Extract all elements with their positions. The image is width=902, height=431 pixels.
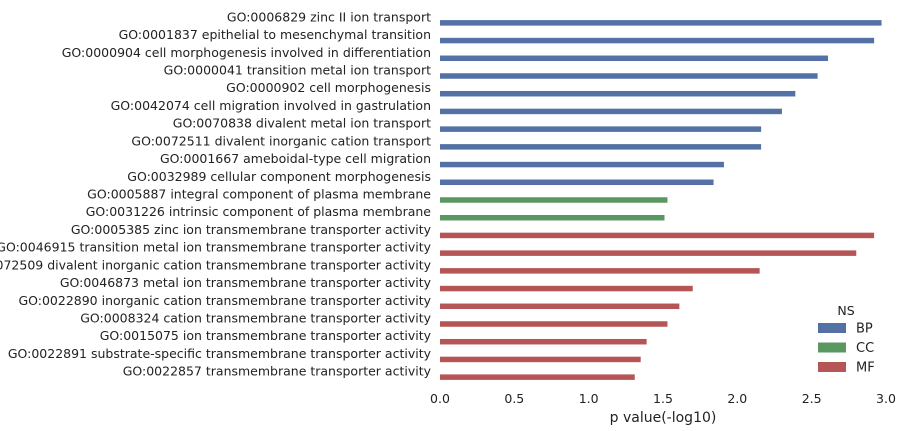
bar [440, 126, 762, 132]
bar [440, 20, 882, 26]
bar [440, 55, 829, 62]
x-tick-label: 1.5 [653, 391, 673, 406]
category-label: GO:0005887 integral component of plasma … [87, 187, 431, 202]
legend-swatch [818, 323, 846, 333]
x-tick-label: 2.0 [727, 391, 747, 406]
legend-swatch [818, 362, 846, 372]
bar [440, 285, 693, 292]
x-tick-label: 3.0 [876, 391, 896, 406]
bar [440, 161, 724, 168]
legend-label: MF [856, 361, 875, 376]
x-tick-label: 1.0 [579, 391, 599, 406]
bar [440, 214, 665, 221]
category-labels: GO:0006829 zinc II ion transport GO:00018… [0, 9, 432, 378]
x-axis-label: p value(-log10) [610, 410, 717, 426]
bar [440, 179, 714, 186]
category-label: GO:0015075 ion transmembrane transporter… [100, 328, 432, 343]
bar [440, 321, 668, 327]
bar [440, 108, 782, 115]
bar [440, 197, 668, 203]
x-axis-ticks: 0.0 0.5 1.0 1.5 2.0 2.5 3.0 [430, 391, 896, 406]
bar [440, 268, 760, 274]
category-label: GO:0008324 cation transmembrane transpor… [80, 311, 431, 326]
bar [440, 250, 857, 256]
category-label: GO:0022891 substrate-specific transmembr… [8, 346, 432, 361]
legend-swatch [818, 342, 846, 353]
legend-label: BP [856, 322, 873, 337]
x-tick-label: 0.0 [430, 391, 450, 406]
bar [440, 232, 875, 239]
bar [440, 338, 647, 345]
legend-title: NS [837, 303, 854, 318]
category-label: GO:0070838 divalent metal ion transport [173, 116, 431, 131]
bar [440, 73, 818, 79]
category-label: GO:0072511 divalent inorganic cation tra… [131, 133, 431, 148]
bar [440, 303, 680, 310]
category-label: GO:0005385 zinc ion transmembrane transp… [71, 222, 432, 237]
legend: NS BP CC MF [818, 303, 875, 376]
bars [440, 20, 882, 380]
category-label: GO:0046873 metal ion transmembrane trans… [60, 275, 432, 290]
category-label: GO:0031226 intrinsic component of plasma… [86, 204, 432, 219]
bar [440, 144, 762, 150]
category-label: GO:0006829 zinc II ion transport [227, 9, 431, 24]
category-label: GO:0022857 transmembrane transporter act… [123, 364, 432, 379]
category-label: GO:0001667 ameboidal-type cell migration [160, 151, 431, 166]
bar [440, 37, 875, 44]
x-tick-label: 2.5 [802, 391, 822, 406]
category-label: GO:0022890 inorganic cation transmembran… [18, 293, 431, 308]
category-label: GO:0000041 transition metal ion transpor… [164, 63, 431, 78]
category-label: GO:0000904 cell morphogenesis involved i… [62, 45, 431, 60]
category-label: GO:0042074 cell migration involved in ga… [111, 98, 431, 113]
bar [440, 374, 635, 380]
legend-label: CC [856, 341, 874, 356]
category-label: GO:0072509 divalent inorganic cation tra… [0, 257, 432, 272]
category-label: GO:0000902 cell morphogenesis [226, 80, 431, 95]
bar [440, 90, 796, 97]
category-label: GO:0001837 epithelial to mesenchymal tra… [119, 27, 431, 42]
category-label: GO:0032989 cellular component morphogene… [127, 169, 431, 184]
category-label: GO:0046915 transition metal ion transmem… [0, 240, 432, 255]
x-tick-label: 0.5 [504, 391, 524, 406]
bar [440, 356, 641, 363]
